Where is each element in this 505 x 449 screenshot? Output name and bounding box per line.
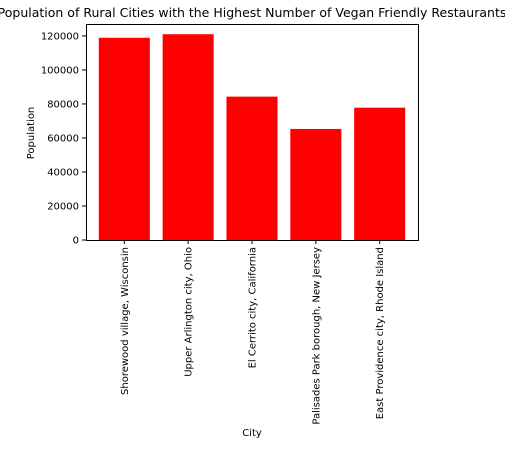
y-tick-label: 0	[73, 236, 79, 247]
x-tick-label: Palisades Park borough, New Jersey	[311, 247, 322, 425]
bar-0	[98, 37, 150, 240]
x-tick-label: El Cerrito city, California	[248, 247, 259, 368]
x-tick-label: Upper Arlington city, Ohio	[184, 247, 195, 377]
x-axis-label: City	[242, 428, 262, 439]
plot-area-frame	[86, 24, 419, 241]
x-tick-label: Shorewood village, Wisconsin	[120, 247, 131, 395]
bar-3	[290, 128, 342, 240]
y-tick-label: 20000	[47, 201, 79, 212]
chart-title: Population of Rural Cities with the High…	[0, 5, 505, 20]
bar-2	[226, 96, 278, 240]
bar-1	[162, 34, 214, 240]
bars-group	[98, 34, 406, 240]
x-tick-label: East Providence city, Rhode Island	[375, 247, 386, 419]
y-tick-label: 80000	[47, 99, 79, 110]
y-tick-label: 100000	[41, 65, 79, 76]
ticks-group: Shorewood village, Wisconsin Upper Arling…	[41, 31, 386, 424]
y-tick-label: 40000	[47, 167, 79, 178]
bar-4	[354, 107, 406, 240]
y-axis-label: Population	[26, 107, 37, 160]
y-tick-label: 60000	[47, 133, 79, 144]
y-tick-label: 120000	[41, 31, 79, 42]
